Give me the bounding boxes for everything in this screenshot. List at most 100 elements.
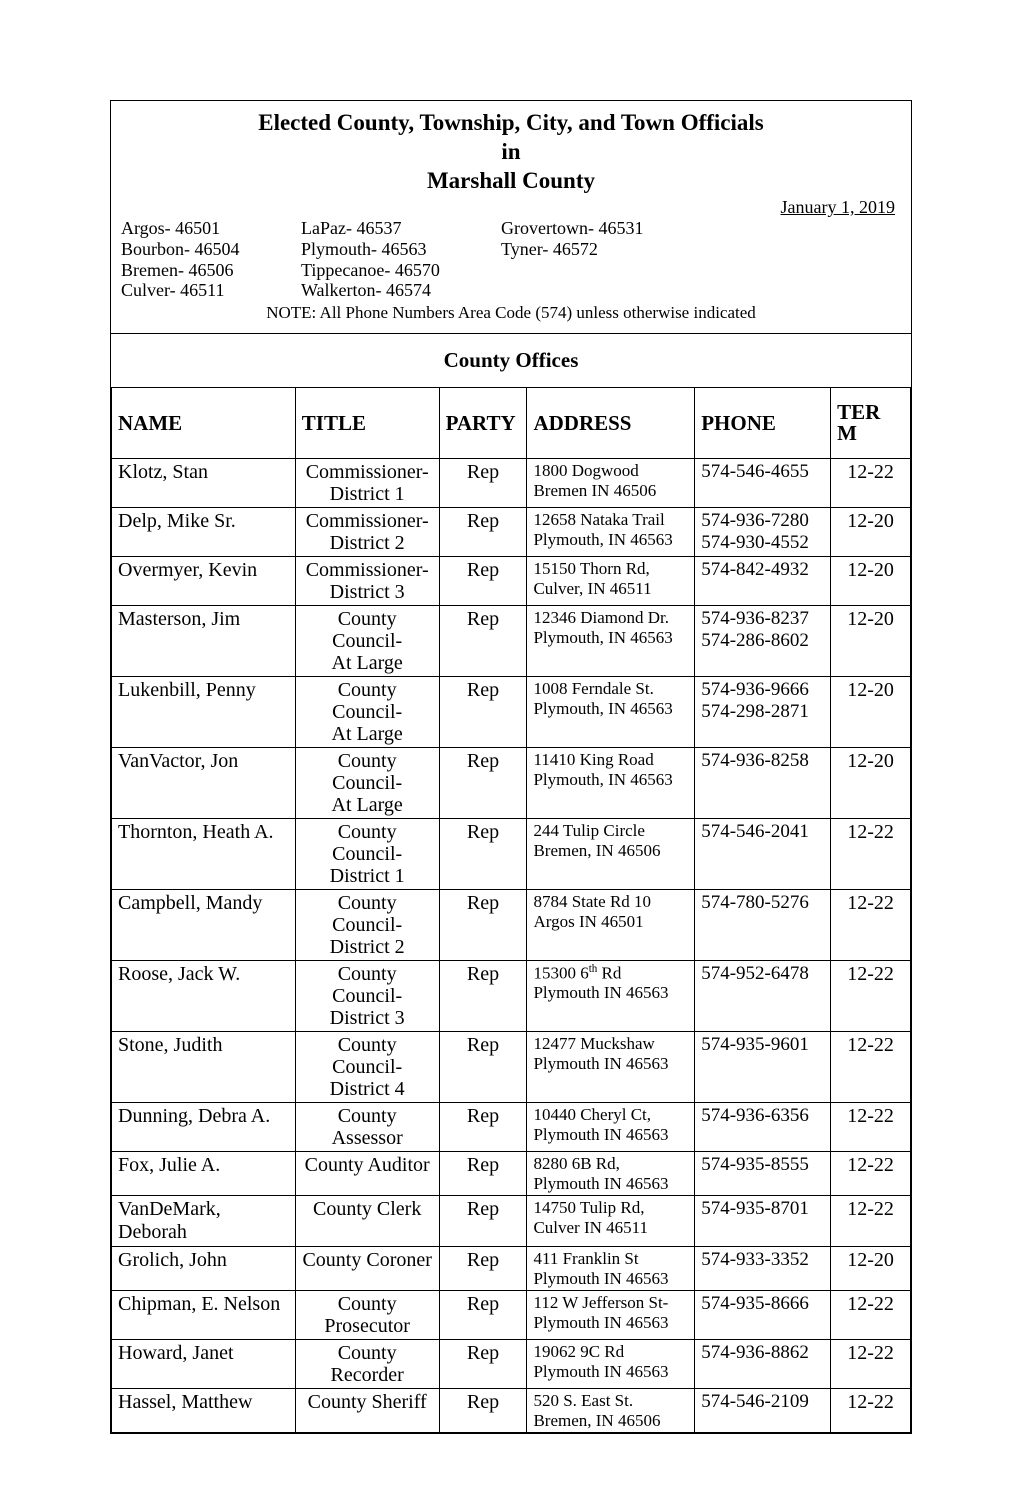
- cell-party: Rep: [439, 1291, 527, 1340]
- officials-table: NAME TITLE PARTY ADDRESS PHONE TERM Klot…: [111, 387, 911, 1433]
- cell-name: Delp, Mike Sr.: [112, 508, 296, 557]
- cell-address: 11410 King Road Plymouth, IN 46563: [527, 748, 695, 819]
- cell-party: Rep: [439, 508, 527, 557]
- cell-term: 12-22: [831, 1291, 911, 1340]
- cell-name: Dunning, Debra A.: [112, 1103, 296, 1152]
- cell-title: Commissioner- District 1: [295, 459, 439, 508]
- cell-name: Stone, Judith: [112, 1032, 296, 1103]
- zip-entry: Grovertown- 46531: [501, 218, 643, 239]
- cell-name: Lukenbill, Penny: [112, 677, 296, 748]
- cell-address: 12346 Diamond Dr. Plymouth, IN 46563: [527, 606, 695, 677]
- col-header-party: PARTY: [439, 388, 527, 459]
- title-line-3: Marshall County: [427, 168, 595, 193]
- cell-title: County Recorder: [295, 1340, 439, 1389]
- col-header-name: NAME: [112, 388, 296, 459]
- zip-entry: Bremen- 46506: [121, 260, 301, 281]
- cell-address: 15300 6th RdPlymouth IN 46563: [527, 961, 695, 1032]
- zip-entry: Argos- 46501: [121, 218, 301, 239]
- cell-name: VanDeMark, Deborah: [112, 1196, 296, 1247]
- cell-address: 411 Franklin St Plymouth IN 46563: [527, 1247, 695, 1291]
- cell-term: 12-20: [831, 557, 911, 606]
- cell-term: 12-20: [831, 508, 911, 557]
- cell-term: 12-22: [831, 819, 911, 890]
- cell-party: Rep: [439, 1103, 527, 1152]
- cell-party: Rep: [439, 606, 527, 677]
- cell-term: 12-20: [831, 677, 911, 748]
- cell-phone: 574-546-2041: [695, 819, 831, 890]
- phone-note: NOTE: All Phone Numbers Area Code (574) …: [121, 301, 901, 329]
- cell-phone: 574-780-5276: [695, 890, 831, 961]
- cell-phone: 574-936-7280 574-930-4552: [695, 508, 831, 557]
- zip-entry: Bourbon- 46504: [121, 239, 301, 260]
- table-row: Lukenbill, PennyCounty Council- At Large…: [112, 677, 911, 748]
- cell-address: 8784 State Rd 10 Argos IN 46501: [527, 890, 695, 961]
- cell-name: Chipman, E. Nelson: [112, 1291, 296, 1340]
- cell-phone: 574-546-4655: [695, 459, 831, 508]
- title-line-1: Elected County, Township, City, and Town…: [258, 110, 764, 135]
- cell-phone: 574-936-8258: [695, 748, 831, 819]
- zip-codes-row: Argos- 46501 Bourbon- 46504 Bremen- 4650…: [121, 218, 901, 301]
- cell-phone: 574-936-6356: [695, 1103, 831, 1152]
- cell-party: Rep: [439, 961, 527, 1032]
- cell-title: County Council- District 2: [295, 890, 439, 961]
- table-header-row: NAME TITLE PARTY ADDRESS PHONE TERM: [112, 388, 911, 459]
- cell-phone: 574-935-8701: [695, 1196, 831, 1247]
- table-row: Hassel, MatthewCounty SheriffRep520 S. E…: [112, 1389, 911, 1433]
- cell-title: County Council- District 3: [295, 961, 439, 1032]
- cell-party: Rep: [439, 748, 527, 819]
- cell-term: 12-20: [831, 606, 911, 677]
- zip-entry: Plymouth- 46563: [301, 239, 501, 260]
- cell-name: VanVactor, Jon: [112, 748, 296, 819]
- cell-title: County Clerk: [295, 1196, 439, 1247]
- cell-address: 8280 6B Rd, Plymouth IN 46563: [527, 1152, 695, 1196]
- cell-party: Rep: [439, 459, 527, 508]
- cell-name: Fox, Julie A.: [112, 1152, 296, 1196]
- zip-col-2: LaPaz- 46537 Plymouth- 46563 Tippecanoe-…: [301, 218, 501, 301]
- cell-name: Grolich, John: [112, 1247, 296, 1291]
- cell-party: Rep: [439, 1340, 527, 1389]
- cell-phone: 574-546-2109: [695, 1389, 831, 1433]
- cell-phone: 574-936-8237 574-286-8602: [695, 606, 831, 677]
- cell-phone: 574-935-8666: [695, 1291, 831, 1340]
- cell-phone: 574-936-9666 574-298-2871: [695, 677, 831, 748]
- cell-party: Rep: [439, 557, 527, 606]
- cell-address: 15150 Thorn Rd, Culver, IN 46511: [527, 557, 695, 606]
- cell-term: 12-22: [831, 1389, 911, 1433]
- col-header-phone: PHONE: [695, 388, 831, 459]
- cell-term: 12-22: [831, 1032, 911, 1103]
- cell-term: 12-22: [831, 961, 911, 1032]
- header-block: Elected County, Township, City, and Town…: [111, 101, 911, 333]
- cell-title: County Coroner: [295, 1247, 439, 1291]
- cell-party: Rep: [439, 890, 527, 961]
- zip-entry: LaPaz- 46537: [301, 218, 501, 239]
- cell-name: Klotz, Stan: [112, 459, 296, 508]
- cell-title: County Council- At Large: [295, 677, 439, 748]
- page-title: Elected County, Township, City, and Town…: [121, 109, 901, 195]
- cell-title: County Assessor: [295, 1103, 439, 1152]
- cell-party: Rep: [439, 1032, 527, 1103]
- cell-party: Rep: [439, 1152, 527, 1196]
- cell-address: 1008 Ferndale St. Plymouth, IN 46563: [527, 677, 695, 748]
- table-row: Klotz, StanCommissioner- District 1Rep18…: [112, 459, 911, 508]
- table-row: Dunning, Debra A.County AssessorRep10440…: [112, 1103, 911, 1152]
- cell-term: 12-20: [831, 1247, 911, 1291]
- zip-entry: Culver- 46511: [121, 280, 301, 301]
- cell-phone: 574-936-8862: [695, 1340, 831, 1389]
- cell-name: Roose, Jack W.: [112, 961, 296, 1032]
- cell-title: County Prosecutor: [295, 1291, 439, 1340]
- cell-party: Rep: [439, 819, 527, 890]
- table-row: Roose, Jack W.County Council- District 3…: [112, 961, 911, 1032]
- cell-address: 112 W Jefferson St- Plymouth IN 46563: [527, 1291, 695, 1340]
- cell-term: 12-20: [831, 748, 911, 819]
- table-row: Campbell, MandyCounty Council- District …: [112, 890, 911, 961]
- cell-title: County Council- At Large: [295, 748, 439, 819]
- cell-phone: 574-935-9601: [695, 1032, 831, 1103]
- cell-address: 12477 Muckshaw Plymouth IN 46563: [527, 1032, 695, 1103]
- cell-address: 10440 Cheryl Ct, Plymouth IN 46563: [527, 1103, 695, 1152]
- table-row: Stone, JudithCounty Council- District 4R…: [112, 1032, 911, 1103]
- cell-title: County Auditor: [295, 1152, 439, 1196]
- table-row: Fox, Julie A.County AuditorRep8280 6B Rd…: [112, 1152, 911, 1196]
- table-row: Overmyer, KevinCommissioner- District 3R…: [112, 557, 911, 606]
- cell-phone: 574-935-8555: [695, 1152, 831, 1196]
- cell-term: 12-22: [831, 1152, 911, 1196]
